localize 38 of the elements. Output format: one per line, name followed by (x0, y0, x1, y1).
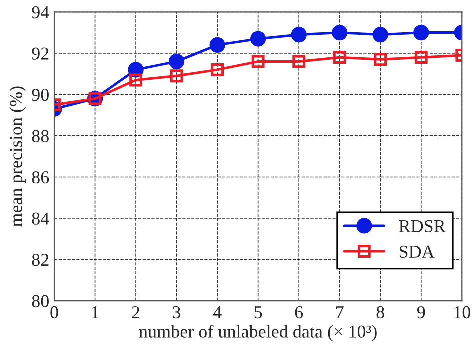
x-tick-label: 0 (50, 306, 58, 319)
point (170, 70, 184, 83)
y-tick-label: 92 (32, 48, 49, 60)
y-tick-label: 86 (32, 171, 50, 184)
x-tick-label: 1 (92, 306, 99, 318)
y-axis-title: mean precision (%) (10, 86, 26, 227)
point (211, 63, 224, 76)
point (168, 54, 185, 70)
point (210, 37, 226, 53)
x-tick-label: 3 (173, 306, 181, 319)
x-axis-title: number of unlabeled data (× 10³) (139, 325, 377, 342)
y-tick-label: 94 (32, 6, 50, 19)
x-tick-label: 8 (376, 306, 384, 319)
legend-label: SDA (400, 246, 435, 258)
legend-label: RDSR (399, 220, 446, 232)
x-tick-label: 10 (454, 306, 470, 319)
point (250, 31, 266, 47)
y-tick-label: 80 (32, 295, 49, 308)
y-tick-label: 90 (32, 88, 49, 102)
x-tick-label: 4 (213, 306, 222, 318)
point (372, 27, 388, 43)
point (130, 74, 142, 87)
x-tick-label: 6 (295, 306, 304, 319)
point (291, 27, 307, 43)
y-tick-label: 82 (32, 254, 49, 266)
x-tick-label: 5 (254, 306, 262, 319)
y-tick-label: 88 (32, 130, 49, 142)
point (414, 25, 430, 41)
point (292, 55, 306, 68)
x-tick-label: 9 (417, 306, 426, 319)
x-tick-label: 2 (132, 306, 140, 318)
point (374, 53, 388, 66)
x-tick-label: 7 (336, 306, 344, 318)
point (414, 51, 428, 64)
point (332, 25, 348, 41)
y-tick-label: 84 (32, 212, 50, 225)
point (333, 51, 346, 64)
point (252, 55, 265, 68)
